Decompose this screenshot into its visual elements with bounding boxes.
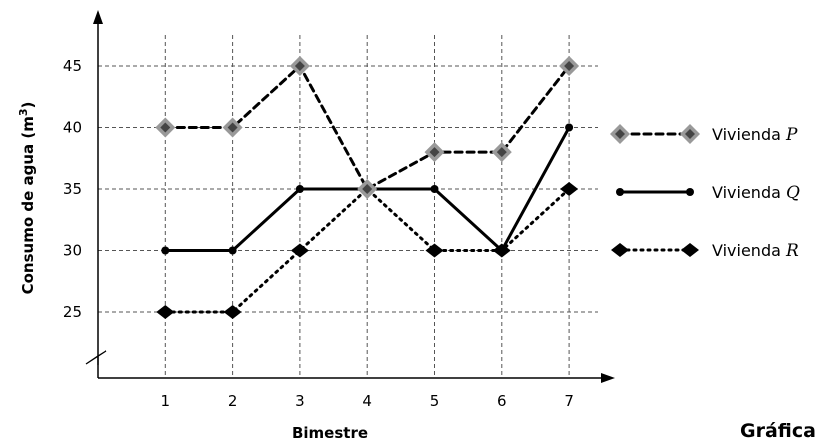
series — [155, 56, 580, 319]
data-point-q — [228, 246, 237, 255]
caption: Gráfica — [740, 420, 816, 442]
y-tick-label: 35 — [63, 180, 82, 198]
x-tick-labels: 1 2 3 4 5 6 7 — [161, 392, 574, 410]
x-tick-label: 7 — [564, 392, 574, 410]
data-point-r — [290, 243, 309, 258]
legend-marker — [611, 243, 629, 257]
y-tick-label: 40 — [63, 119, 82, 137]
data-point-q — [497, 246, 506, 255]
y-tick-label: 45 — [63, 57, 82, 75]
data-point-q — [161, 246, 170, 255]
legend-marker — [681, 243, 699, 257]
data-point-p-core — [564, 61, 575, 71]
legend-item-p: Vivienda P — [610, 124, 798, 145]
data-point-r — [560, 182, 579, 196]
axis-break-symbol — [85, 350, 107, 365]
x-axis-title: Bimestre — [292, 424, 368, 442]
data-point-r — [425, 243, 444, 258]
data-point-r — [223, 305, 242, 319]
series-p — [155, 56, 580, 199]
y-axis-title: Consumo de agua (m3) — [17, 102, 37, 295]
x-axis-arrow — [601, 373, 615, 383]
data-point-p-core — [294, 61, 305, 71]
legend-marker-core — [685, 129, 695, 139]
x-tick-label: 3 — [295, 392, 305, 410]
legend-label: Vivienda P — [712, 125, 798, 145]
data-point-q — [565, 123, 574, 132]
data-point-p-core — [362, 184, 373, 194]
x-tick-label: 6 — [497, 392, 507, 410]
x-tick-label: 5 — [430, 392, 440, 410]
y-tick-label: 25 — [63, 303, 82, 321]
legend-marker — [616, 188, 624, 196]
data-point-p-core — [227, 122, 238, 133]
legend-item-r: Vivienda R — [611, 241, 799, 261]
y-tick-labels: 25 30 35 40 45 — [63, 57, 82, 321]
data-point-q — [430, 185, 439, 193]
y-axis-title-superscript: 3 — [17, 108, 30, 116]
x-tick-label: 4 — [362, 392, 372, 410]
legend-item-q: Vivienda Q — [616, 183, 800, 203]
legend-label: Vivienda Q — [712, 183, 800, 203]
data-point-r — [156, 305, 175, 319]
legend-marker — [686, 188, 694, 196]
legend-label: Vivienda R — [712, 241, 799, 261]
data-point-p-core — [160, 122, 171, 133]
legend: Vivienda P Vivienda Q Vivienda R — [610, 124, 800, 261]
y-axis-arrow — [93, 10, 103, 24]
legend-marker-core — [615, 129, 625, 139]
data-point-p-core — [496, 147, 507, 158]
data-point-q — [295, 185, 304, 193]
grid — [98, 35, 598, 378]
axes — [85, 10, 615, 383]
x-tick-label: 2 — [228, 392, 238, 410]
y-tick-label: 30 — [63, 242, 82, 260]
x-tick-label: 1 — [161, 392, 171, 410]
data-point-p-core — [429, 147, 440, 158]
